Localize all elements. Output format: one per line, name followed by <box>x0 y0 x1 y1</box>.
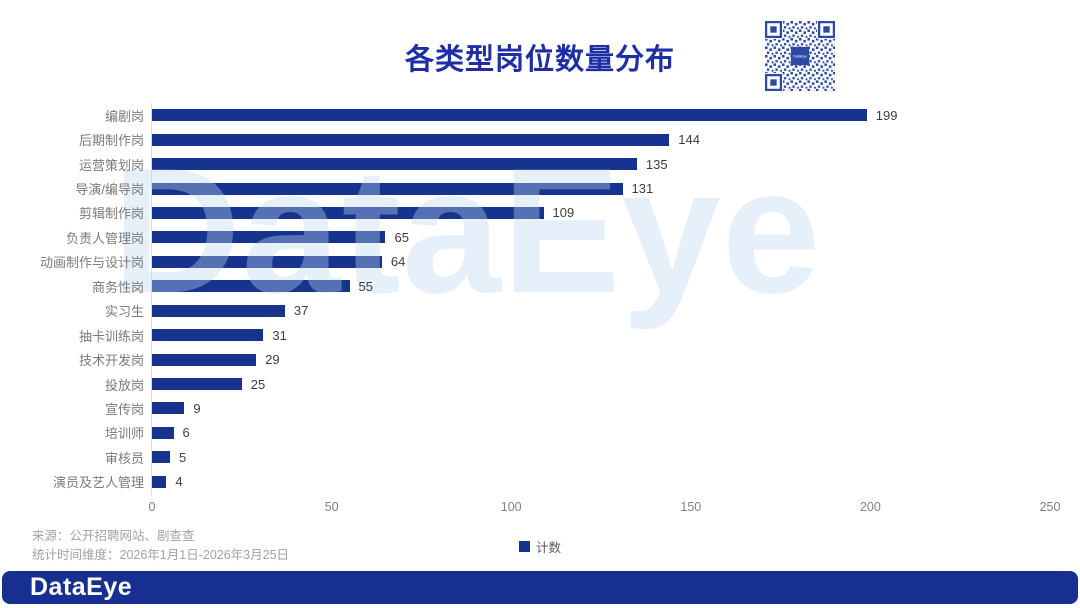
x-axis: 0 50 100 150 200 250 <box>148 500 1061 516</box>
category-label: 动画制作与设计岗 <box>39 255 144 271</box>
x-tick-label: 250 <box>1039 500 1061 514</box>
value-label: 64 <box>390 254 406 270</box>
chart-row: 宣传岗 9 <box>0 396 1060 420</box>
bar <box>152 206 544 219</box>
qr-code-image: DataEye <box>764 20 836 92</box>
legend-label: 计数 <box>535 541 561 555</box>
category-label: 演员及艺人管理 <box>52 475 144 491</box>
chart-row: 商务性岗 55 <box>0 274 1060 298</box>
value-label: 5 <box>178 449 187 465</box>
qr-finder-icons <box>764 20 836 92</box>
x-tick-label: 150 <box>680 500 702 514</box>
chart-row: 负责人管理岗 65 <box>0 225 1060 249</box>
bar <box>152 353 257 366</box>
chart-row: 剪辑制作岗 109 <box>0 201 1060 225</box>
chart-row: 投放岗 25 <box>0 372 1060 396</box>
chart-row: 演员及艺人管理 4 <box>0 470 1060 494</box>
chart-row: 技术开发岗 29 <box>0 347 1060 371</box>
bar <box>152 255 382 268</box>
value-label: 199 <box>875 107 898 123</box>
bar <box>152 402 185 415</box>
bar <box>152 133 670 146</box>
x-tick-label: 50 <box>324 500 339 514</box>
value-label: 4 <box>175 474 183 490</box>
chart-rows: 编剧岗 199 后期制作岗 144 运营策划岗 135 导演/编导岗 131 剪辑制作岗 109 负… <box>0 103 1060 494</box>
bar <box>152 475 167 488</box>
bar <box>152 304 285 317</box>
chart-row: 抽卡训练岗 31 <box>0 323 1060 347</box>
bar <box>152 280 350 293</box>
brand-bar: DataEye <box>2 571 1078 604</box>
qr-code: DataEye <box>764 20 836 92</box>
bar <box>152 451 170 464</box>
chart-row: 动画制作与设计岗 64 <box>0 250 1060 274</box>
category-label: 抽卡训练岗 <box>78 328 144 344</box>
bar <box>152 329 264 342</box>
x-tick-label: 100 <box>500 500 522 514</box>
bar <box>152 378 242 391</box>
bar <box>152 158 637 171</box>
x-tick-label: 200 <box>859 500 881 514</box>
source-note: 来源：公开招聘网站、剧查查 统计时间维度：2026年1月1日-2026年3月25… <box>32 527 289 564</box>
legend: 计数 <box>0 537 1080 556</box>
category-label: 导演/编导岗 <box>75 182 144 198</box>
svg-text:DataEye: DataEye <box>793 54 807 58</box>
value-label: 131 <box>631 181 654 197</box>
chart-row: 运营策划岗 135 <box>0 152 1060 176</box>
category-label: 运营策划岗 <box>78 157 144 173</box>
value-label: 109 <box>552 205 575 221</box>
x-tick-label: 0 <box>148 500 156 514</box>
chart-row: 实习生 37 <box>0 299 1060 323</box>
chart-row: 后期制作岗 144 <box>0 127 1060 151</box>
category-label: 负责人管理岗 <box>65 230 144 246</box>
bar <box>152 109 867 122</box>
page-title: 各类型岗位数量分布 <box>404 44 675 76</box>
period-line: 统计时间维度：2026年1月1日-2026年3月25日 <box>32 547 290 562</box>
category-label: 后期制作岗 <box>78 133 144 149</box>
category-label: 技术开发岗 <box>78 353 144 369</box>
bar <box>152 426 174 439</box>
category-label: 宣传岗 <box>104 401 144 417</box>
value-label: 29 <box>265 352 280 368</box>
chart-row: 导演/编导岗 131 <box>0 176 1060 200</box>
category-label: 编剧岗 <box>104 108 144 124</box>
chart-row: 审核员 5 <box>0 445 1060 469</box>
axis-zero-line <box>151 103 152 495</box>
category-label: 实习生 <box>104 304 144 320</box>
dataeye-logo: DataEye <box>30 573 133 601</box>
value-label: 25 <box>250 376 266 392</box>
value-label: 9 <box>193 400 201 416</box>
value-label: 55 <box>358 278 374 294</box>
category-label: 商务性岗 <box>91 279 144 295</box>
value-label: 144 <box>678 132 700 148</box>
value-label: 31 <box>272 327 287 343</box>
chart-row: 培训师 6 <box>0 421 1060 445</box>
value-label: 135 <box>645 156 668 172</box>
value-label: 37 <box>293 303 309 319</box>
chart-row: 编剧岗 199 <box>0 103 1060 127</box>
category-label: 剪辑制作岗 <box>78 206 144 222</box>
category-label: 审核员 <box>104 450 144 466</box>
bar <box>152 182 623 195</box>
legend-swatch <box>518 541 530 552</box>
category-label: 培训师 <box>104 426 144 442</box>
category-label: 投放岗 <box>104 377 144 393</box>
value-label: 6 <box>182 425 190 441</box>
bar <box>152 231 386 244</box>
value-label: 65 <box>394 229 409 245</box>
source-line: 来源：公开招聘网站、剧查查 <box>32 529 195 543</box>
